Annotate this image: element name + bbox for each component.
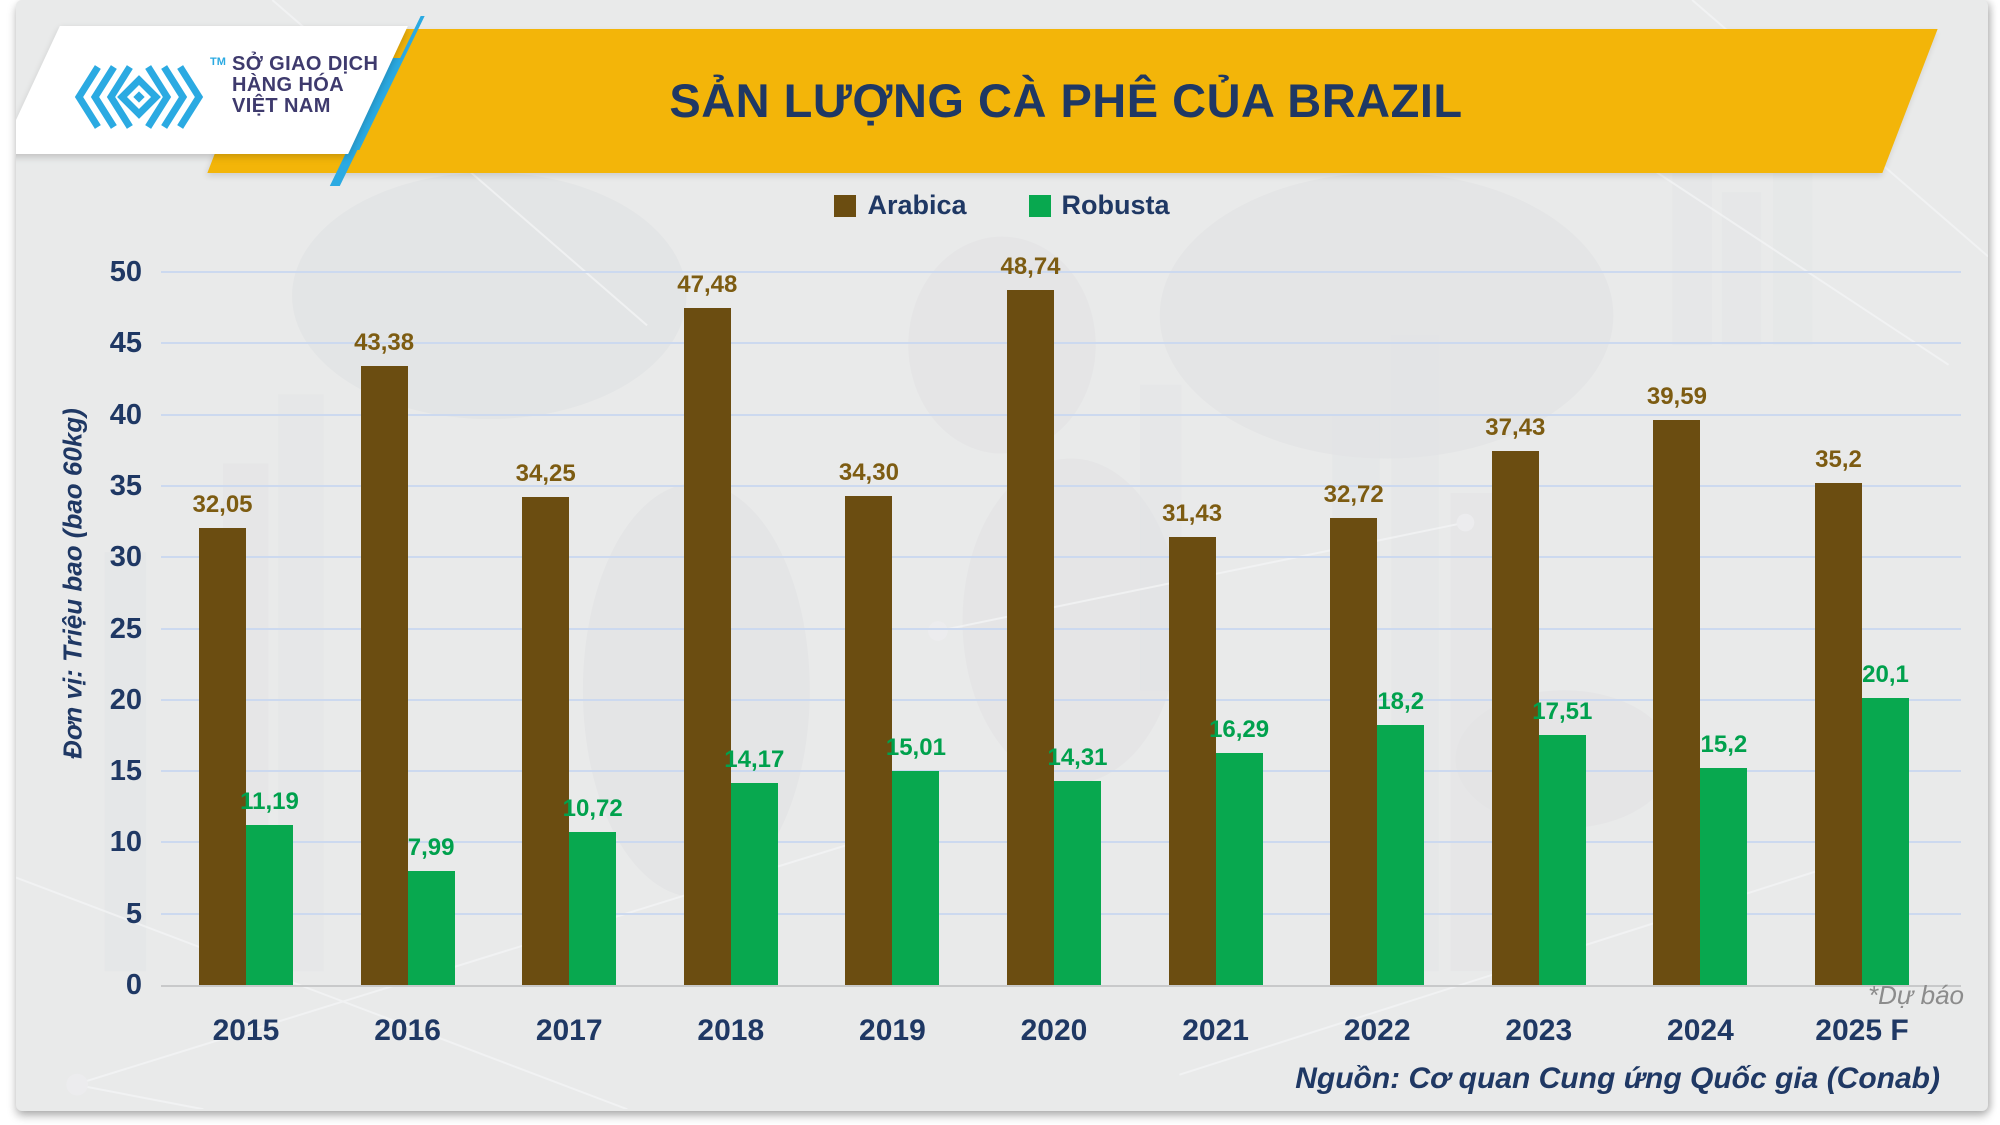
x-label-2015: 2015 [212, 1014, 280, 1047]
bar-value-robusta-2025F: 20,1 [1862, 661, 1909, 689]
y-tick-25: 25 [109, 612, 142, 645]
bar-arabica-2018 [683, 307, 731, 985]
y-tick-50: 50 [109, 256, 142, 288]
bar-value-robusta-2019: 15,01 [885, 733, 946, 761]
x-label-2021: 2021 [1182, 1014, 1249, 1047]
bar-robusta-2020 [1054, 780, 1101, 985]
bar-arabica-2023 [1491, 451, 1539, 985]
x-label-2022: 2022 [1343, 1014, 1411, 1047]
bar-value-arabica-2025F: 35,2 [1815, 446, 1862, 474]
bar-arabica-2025F [1815, 483, 1862, 985]
y-tick-0: 0 [125, 969, 142, 1001]
bar-value-robusta-2024: 15,2 [1700, 731, 1748, 759]
bar-robusta-2025F [1862, 698, 1909, 985]
bar-value-robusta-2023: 17,51 [1532, 698, 1593, 726]
chart-title: SẢN LƯỢNG CÀ PHÊ CỦA BRAZIL [669, 73, 1463, 127]
bar-arabica-2019 [845, 495, 893, 985]
y-tick-15: 15 [109, 755, 142, 788]
bar-value-arabica-2020: 48,74 [1000, 252, 1061, 280]
bar-robusta-2019 [892, 770, 940, 985]
gridline-35 [161, 484, 1961, 487]
gridline-15 [161, 770, 1961, 773]
gridline-45 [161, 342, 1961, 345]
y-tick-40: 40 [109, 398, 142, 431]
org-name-line2: HÀNG HÓA [232, 74, 345, 96]
y-tick-10: 10 [109, 826, 142, 859]
bar-value-arabica-2024: 39,59 [1646, 383, 1707, 411]
bar-arabica-2020 [1007, 289, 1054, 985]
bar-value-arabica-2023: 37,43 [1485, 414, 1546, 442]
gridline-30 [161, 556, 1961, 559]
legend-label-arabica: Arabica [867, 190, 967, 220]
chart-legend: Arabica Robusta [16, 190, 1988, 221]
legend-swatch-arabica [834, 194, 857, 217]
y-axis-label: Đơn vị: Triệu bao (bao 60kg) [57, 408, 88, 759]
bar-robusta-2017 [569, 832, 617, 985]
org-name: SỞ GIAO DỊCH HÀNG HÓA VIỆT NAM [232, 54, 378, 117]
bar-value-robusta-2015: 11,19 [240, 788, 299, 816]
bar-value-arabica-2018: 47,48 [677, 270, 738, 298]
bar-value-arabica-2016: 43,38 [354, 329, 415, 357]
logo: TM SỞ GIAO DỊCH HÀNG HÓA VIỆT NAM [74, 50, 378, 142]
bar-value-robusta-2020: 14,31 [1047, 743, 1108, 771]
y-tick-5: 5 [125, 897, 142, 930]
bar-robusta-2022 [1377, 725, 1425, 985]
bar-arabica-2022 [1330, 518, 1378, 985]
x-label-2018: 2018 [697, 1014, 765, 1047]
x-label-2020: 2020 [1020, 1014, 1088, 1047]
y-tick-20: 20 [109, 683, 142, 716]
legend-item-arabica: Arabica [834, 190, 967, 221]
gridline-25 [161, 627, 1961, 630]
org-name-line3: VIỆT NAM [232, 95, 331, 117]
bar-arabica-2024 [1653, 420, 1701, 985]
bar-value-robusta-2017: 10,72 [562, 795, 623, 823]
bar-value-arabica-2015: 32,05 [192, 490, 253, 518]
mxv-logo-icon [74, 65, 204, 129]
source-note: Nguồn: Cơ quan Cung ứng Quốc gia (Conab) [1295, 1062, 1940, 1095]
legend-item-robusta: Robusta [1028, 190, 1170, 221]
bar-value-robusta-2018: 14,17 [724, 745, 785, 773]
x-label-2016: 2016 [374, 1014, 441, 1047]
bar-robusta-2024 [1700, 768, 1748, 985]
bar-arabica-2017 [522, 496, 570, 985]
x-axis-line [161, 985, 1961, 987]
bar-value-arabica-2022: 32,72 [1323, 481, 1384, 509]
bar-value-arabica-2019: 34,30 [838, 458, 899, 486]
bar-value-robusta-2021: 16,29 [1209, 715, 1270, 743]
y-tick-35: 35 [109, 469, 142, 502]
forecast-footnote: *Dự báo [1868, 980, 1964, 1010]
org-name-line1: SỞ GIAO DỊCH [232, 53, 379, 75]
y-tick-45: 45 [109, 327, 142, 360]
bar-robusta-2018 [730, 782, 778, 985]
gridline-40 [161, 413, 1961, 416]
bar-arabica-2015 [199, 527, 246, 985]
bar-value-arabica-2021: 31,43 [1162, 499, 1223, 527]
x-label-2024: 2024 [1667, 1014, 1734, 1047]
bar-arabica-2021 [1168, 536, 1216, 985]
legend-swatch-robusta [1028, 194, 1051, 217]
gridline-50 [161, 271, 1961, 273]
x-label-2017: 2017 [535, 1014, 603, 1047]
bar-value-robusta-2022: 18,2 [1377, 688, 1425, 716]
legend-label-robusta: Robusta [1061, 190, 1170, 220]
gridline-20 [161, 698, 1961, 701]
bar-value-robusta-2016: 7,99 [407, 834, 455, 862]
x-label-2023: 2023 [1505, 1014, 1573, 1047]
y-tick-30: 30 [109, 541, 142, 574]
bar-value-arabica-2017: 34,25 [515, 459, 576, 487]
trademark-symbol: TM [210, 56, 226, 68]
bar-robusta-2015 [246, 825, 293, 985]
bar-robusta-2023 [1538, 735, 1586, 985]
x-label-2019: 2019 [859, 1014, 926, 1047]
infographic-card: TM SỞ GIAO DỊCH HÀNG HÓA VIỆT NAM SẢN LƯ… [16, 0, 1988, 1111]
bar-robusta-2016 [407, 871, 455, 985]
bar-robusta-2021 [1215, 752, 1263, 985]
bar-arabica-2016 [360, 366, 408, 985]
x-label-2025F: 2025 F [1815, 1014, 1909, 1047]
